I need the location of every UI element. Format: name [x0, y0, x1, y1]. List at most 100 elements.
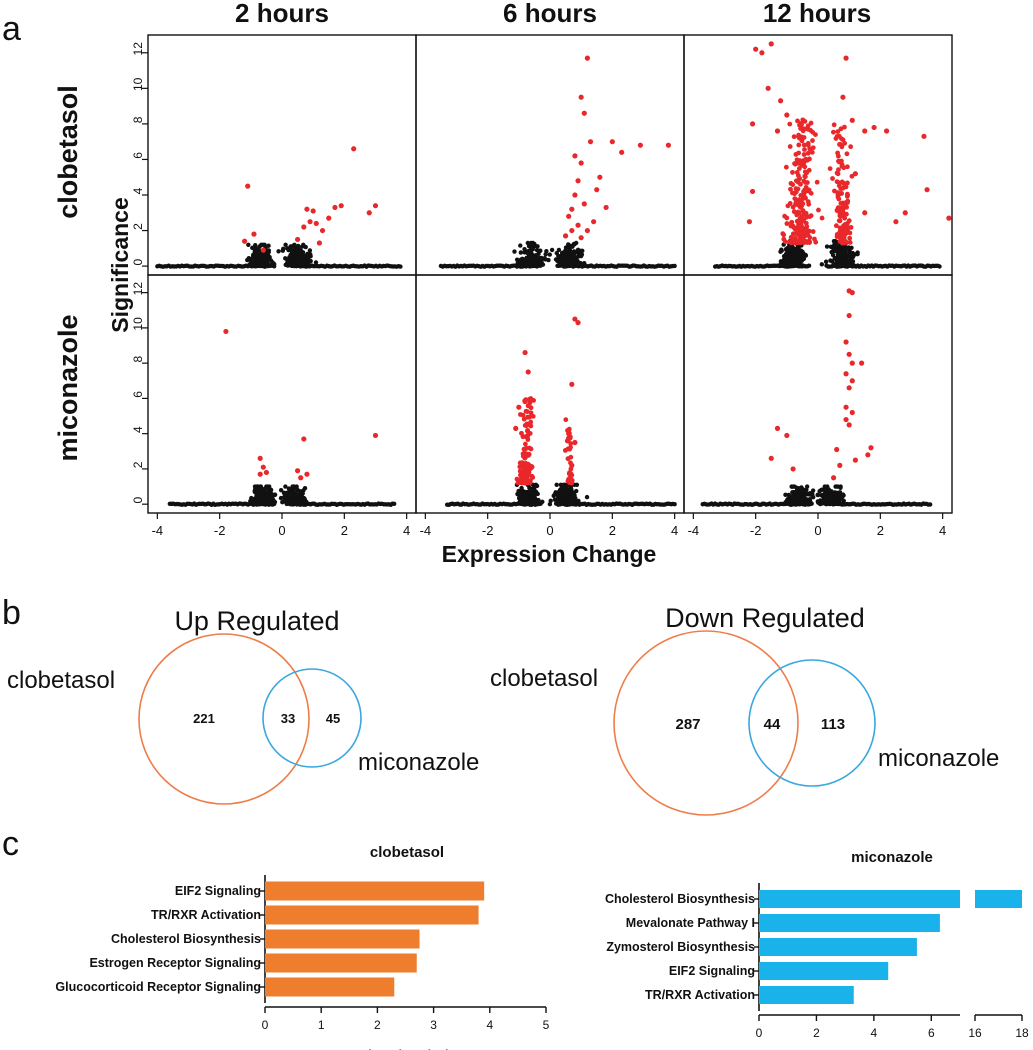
red-point: [796, 166, 802, 171]
red-point: [838, 200, 844, 206]
red-point: [807, 156, 812, 162]
black-point: [258, 487, 264, 492]
black-point: [559, 256, 564, 262]
black-point: [262, 242, 267, 247]
red-point: [527, 400, 533, 406]
black-point: [805, 492, 811, 497]
red-point: [834, 179, 840, 185]
black-point: [780, 263, 786, 268]
red-point: [788, 186, 793, 192]
red-point: [790, 190, 795, 196]
red-point: [304, 206, 310, 212]
black-point: [272, 499, 277, 505]
red-point: [846, 385, 852, 391]
red-point: [843, 404, 849, 410]
x-tick-label: -2: [214, 523, 226, 538]
red-point: [569, 462, 575, 468]
black-point: [255, 247, 261, 252]
red-point: [809, 149, 815, 155]
black-point: [285, 246, 290, 251]
venn-up-overlap-count: 33: [281, 711, 295, 726]
black-point: [290, 496, 295, 502]
red-point: [849, 409, 855, 416]
black-point: [246, 242, 251, 247]
black-point: [256, 501, 261, 507]
x-tick-label: -4: [420, 523, 432, 538]
black-point: [843, 246, 848, 252]
x-tick-label: 18: [1015, 1026, 1029, 1040]
bar-label: Mevalonate Pathway I: [626, 916, 755, 930]
red-point: [801, 135, 807, 140]
red-point: [223, 328, 229, 335]
red-point: [581, 110, 587, 116]
bar-label: Cholesterol Biosynthesis: [605, 892, 755, 906]
bar-label: TR/RXR Activation: [151, 908, 261, 922]
red-point: [837, 213, 843, 219]
red-point: [802, 147, 807, 152]
black-point: [304, 263, 309, 269]
red-point: [946, 215, 952, 221]
black-point: [796, 251, 802, 257]
black-point: [260, 498, 266, 503]
red-point: [523, 452, 528, 458]
black-point: [267, 484, 272, 489]
black-point: [561, 482, 566, 487]
red-point: [845, 200, 850, 205]
black-point: [786, 246, 791, 251]
red-point: [527, 414, 532, 420]
venn-down-right-label: miconazole: [878, 745, 999, 772]
red-point: [665, 142, 672, 148]
black-point: [525, 250, 531, 256]
panel-frame: [683, 274, 953, 514]
black-point: [525, 261, 530, 266]
black-point: [806, 263, 812, 268]
bar: [759, 914, 940, 932]
red-point: [784, 432, 790, 439]
red-point: [785, 203, 791, 209]
red-point: [524, 409, 530, 414]
y-tick-label: 8: [131, 116, 145, 123]
black-point: [291, 263, 297, 269]
black-point: [518, 243, 523, 248]
x-tick-label: 2: [813, 1026, 820, 1040]
red-point: [801, 217, 807, 223]
bar-label: EIF2 Signaling: [175, 884, 261, 898]
black-point: [788, 263, 794, 268]
panel-c-label: c: [2, 825, 19, 863]
red-point: [790, 169, 795, 175]
black-point: [306, 257, 311, 262]
red-point: [806, 167, 812, 173]
red-point: [830, 475, 837, 481]
bar-label: Zymosterol Biosynthesis: [606, 940, 755, 954]
red-point: [846, 351, 852, 357]
black-point: [672, 263, 677, 269]
red-point: [749, 121, 756, 127]
red-point: [525, 428, 530, 434]
red-point: [793, 178, 799, 184]
red-point: [852, 171, 858, 177]
black-point: [285, 500, 290, 506]
black-point: [313, 260, 319, 265]
y-tick-label: 10: [131, 317, 145, 331]
black-point: [847, 262, 852, 268]
black-point: [533, 482, 539, 487]
volcano-panel-miconazole-6h: -4 -2 0 2 4: [415, 274, 685, 538]
x-tick-label: 4: [486, 1018, 493, 1032]
red-point: [569, 206, 575, 212]
black-point: [556, 247, 562, 253]
x-tick-label: 4: [871, 1026, 878, 1040]
red-point: [257, 455, 263, 461]
red-point: [814, 179, 820, 185]
red-point: [603, 204, 609, 211]
red-point: [796, 132, 802, 138]
x-tick-label: 4: [403, 523, 410, 538]
red-point: [893, 219, 899, 225]
black-point: [789, 484, 794, 489]
col-title-12h: 12 hours: [763, 0, 871, 28]
x-tick-label: 2: [341, 523, 348, 538]
red-point: [578, 94, 584, 100]
red-point: [871, 124, 877, 131]
black-point: [292, 254, 297, 260]
black-point: [574, 482, 580, 487]
red-point: [242, 238, 248, 244]
